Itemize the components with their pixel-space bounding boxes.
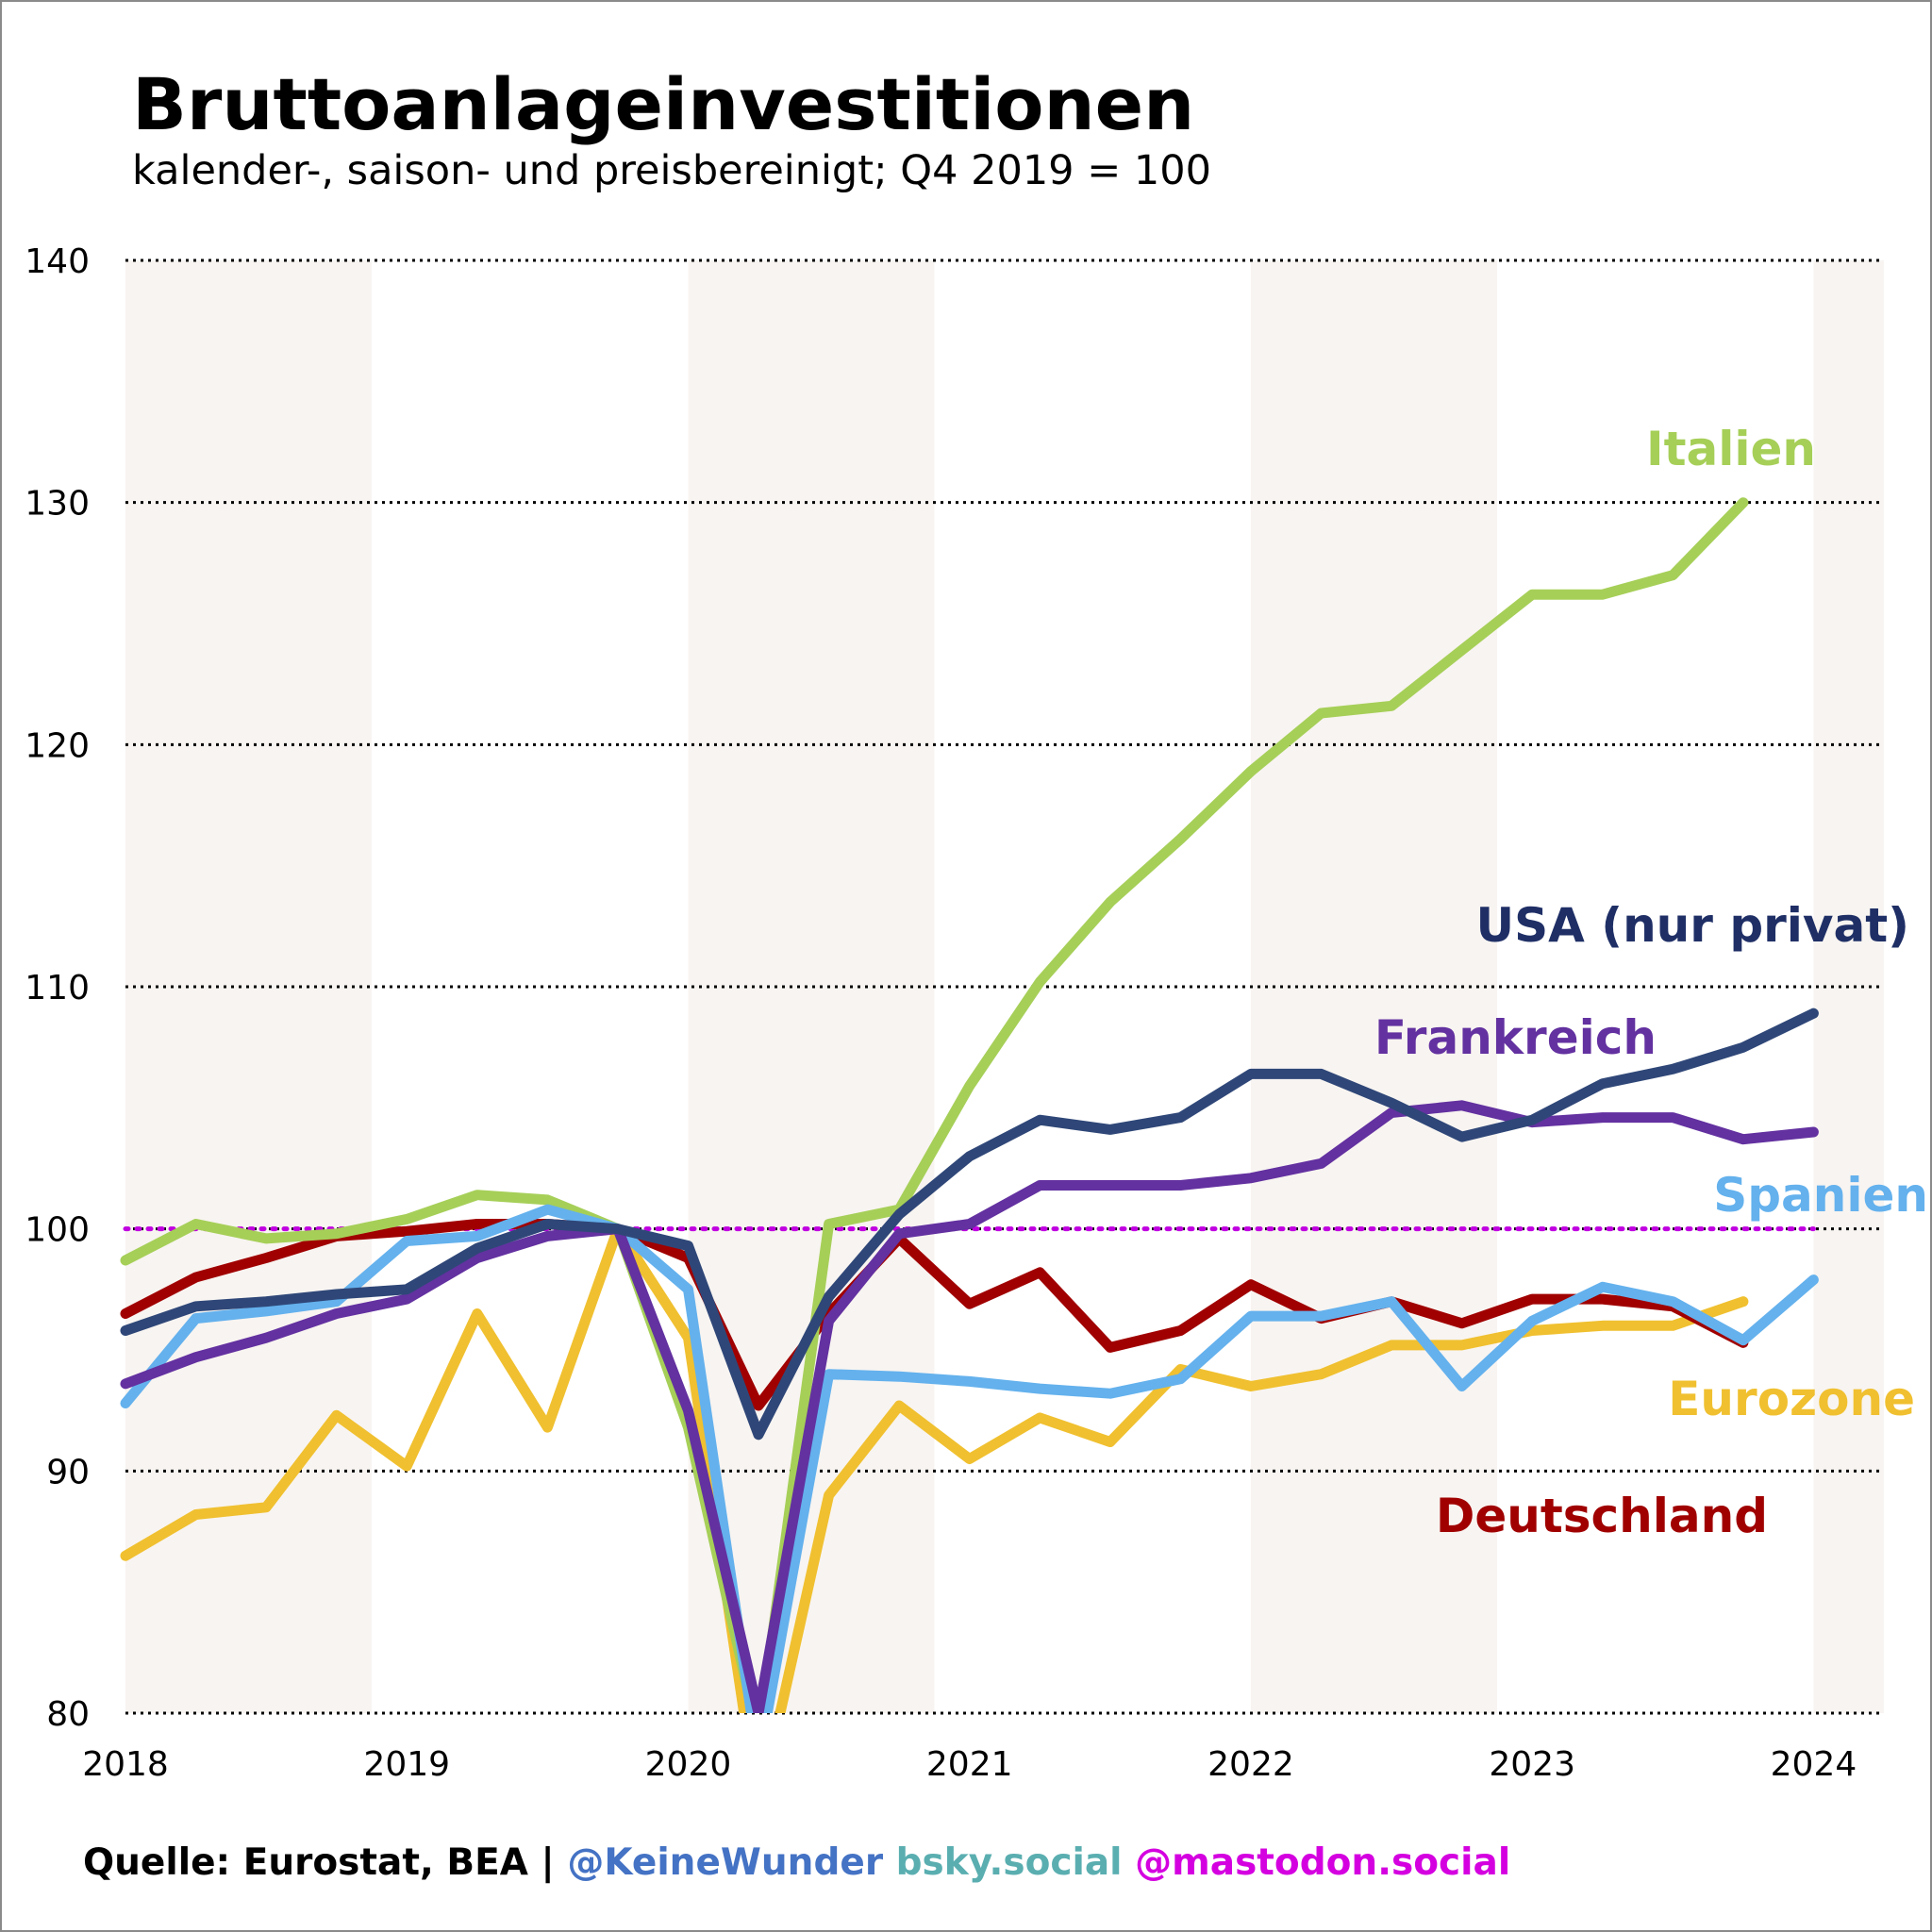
- source-footer: Quelle: Eurostat, BEA | @KeineWunder bsk…: [83, 1841, 1510, 1884]
- x-tick-2023: 2023: [1489, 1745, 1575, 1784]
- y-tick-90: 90: [46, 1453, 90, 1491]
- x-axis-ticks: 2018 2019 2020 2021 2022 2023 2024: [82, 1745, 1857, 1784]
- label-spanien: Spanien: [1713, 1168, 1928, 1223]
- series-line-spanien: [120, 1204, 1819, 1713]
- x-tick-2018: 2018: [82, 1745, 169, 1784]
- chart-title: Bruttoanlageinvestitionen: [132, 62, 1195, 146]
- twitter-handle-link[interactable]: @KeineWunder: [567, 1841, 884, 1884]
- mastodon-link[interactable]: @mastodon.social: [1122, 1841, 1511, 1884]
- bsky-link[interactable]: bsky.social: [883, 1841, 1123, 1884]
- series-line-deutschland: [120, 1219, 1749, 1411]
- chart-subtitle: kalender-, saison- und preisbereinigt; Q…: [132, 147, 1211, 194]
- label-eurozone: Eurozone: [1668, 1372, 1915, 1426]
- y-tick-100: 100: [25, 1211, 90, 1250]
- x-tick-2024: 2024: [1771, 1745, 1857, 1784]
- y-tick-140: 140: [25, 242, 90, 281]
- y-tick-130: 130: [25, 485, 90, 524]
- source-text: Quelle: Eurostat, BEA |: [83, 1841, 568, 1884]
- x-tick-2021: 2021: [926, 1745, 1013, 1784]
- label-deutschland: Deutschland: [1436, 1489, 1768, 1543]
- y-tick-120: 120: [25, 726, 90, 765]
- label-italien: Italien: [1646, 422, 1816, 476]
- series-lines: [120, 497, 1819, 1713]
- x-tick-2019: 2019: [363, 1745, 450, 1784]
- y-axis-ticks: 80 90 100 110 120 130 140: [25, 242, 90, 1734]
- series-labels: Italien USA (nur privat) Frankreich Spanien…: [1374, 422, 1928, 1543]
- y-tick-110: 110: [25, 969, 90, 1008]
- series-line-frankreich: [120, 1100, 1819, 1713]
- x-tick-2020: 2020: [645, 1745, 732, 1784]
- label-usa-nur-privat-: USA (nur privat): [1476, 898, 1910, 953]
- x-tick-2022: 2022: [1208, 1745, 1294, 1784]
- series-line-italien: [120, 497, 1749, 1713]
- label-frankreich: Frankreich: [1374, 1010, 1657, 1065]
- series-line-eurozone: [120, 1224, 1749, 1713]
- y-tick-80: 80: [46, 1695, 90, 1734]
- series-line-usa-nur-privat-: [120, 1008, 1819, 1441]
